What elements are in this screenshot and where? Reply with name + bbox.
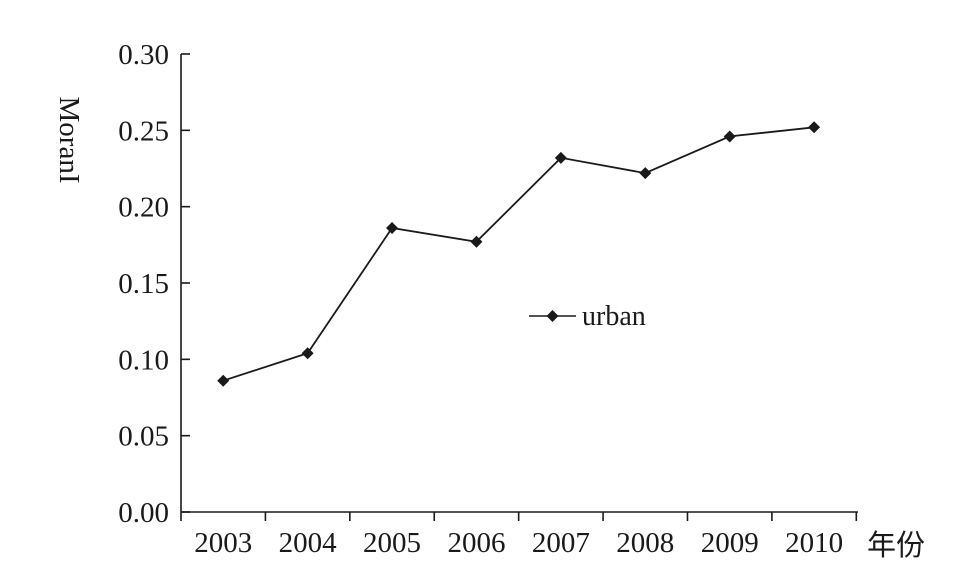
x-tick-label: 2010 — [785, 527, 843, 559]
legend-label: urban — [582, 301, 646, 332]
legend: urban — [529, 301, 646, 332]
legend-marker — [546, 310, 559, 322]
y-ticks: 0.00 0.05 0.10 0.15 0.20 0.25 0.30 — [118, 39, 190, 529]
y-tick-label: 0.30 — [118, 39, 169, 71]
y-tick-label: 0.15 — [118, 268, 169, 300]
x-tick-label: 2006 — [447, 527, 505, 559]
y-tick-label: 0.20 — [118, 192, 169, 224]
x-tick-label: 2004 — [279, 527, 338, 559]
x-tick-label: 2005 — [363, 527, 421, 559]
data-point-marker — [723, 130, 736, 143]
data-point-marker — [639, 167, 652, 180]
y-axis-title: MoranI — [53, 97, 85, 184]
x-tick-label: 2008 — [616, 527, 674, 559]
data-point-marker — [554, 151, 567, 164]
series-line-urban — [222, 126, 815, 382]
y-tick-label: 0.10 — [118, 344, 169, 376]
y-tick-label: 0.25 — [118, 115, 169, 147]
y-tick-label: 0.05 — [118, 421, 169, 453]
x-tick-label: 2009 — [701, 527, 759, 559]
data-point-marker — [386, 222, 399, 235]
x-tick-label: 2003 — [194, 527, 252, 559]
data-point-marker — [217, 374, 230, 387]
y-tick-label: 0.00 — [118, 497, 169, 529]
series-group — [217, 121, 821, 387]
x-ticks: 2003 2004 2005 2006 2007 2008 2009 2010 — [180, 512, 858, 559]
x-axis-title: 年份 — [867, 529, 925, 562]
x-tick-label: 2007 — [532, 527, 590, 559]
data-point-marker — [470, 235, 483, 248]
data-point-marker — [301, 347, 314, 360]
data-point-marker — [808, 121, 821, 134]
